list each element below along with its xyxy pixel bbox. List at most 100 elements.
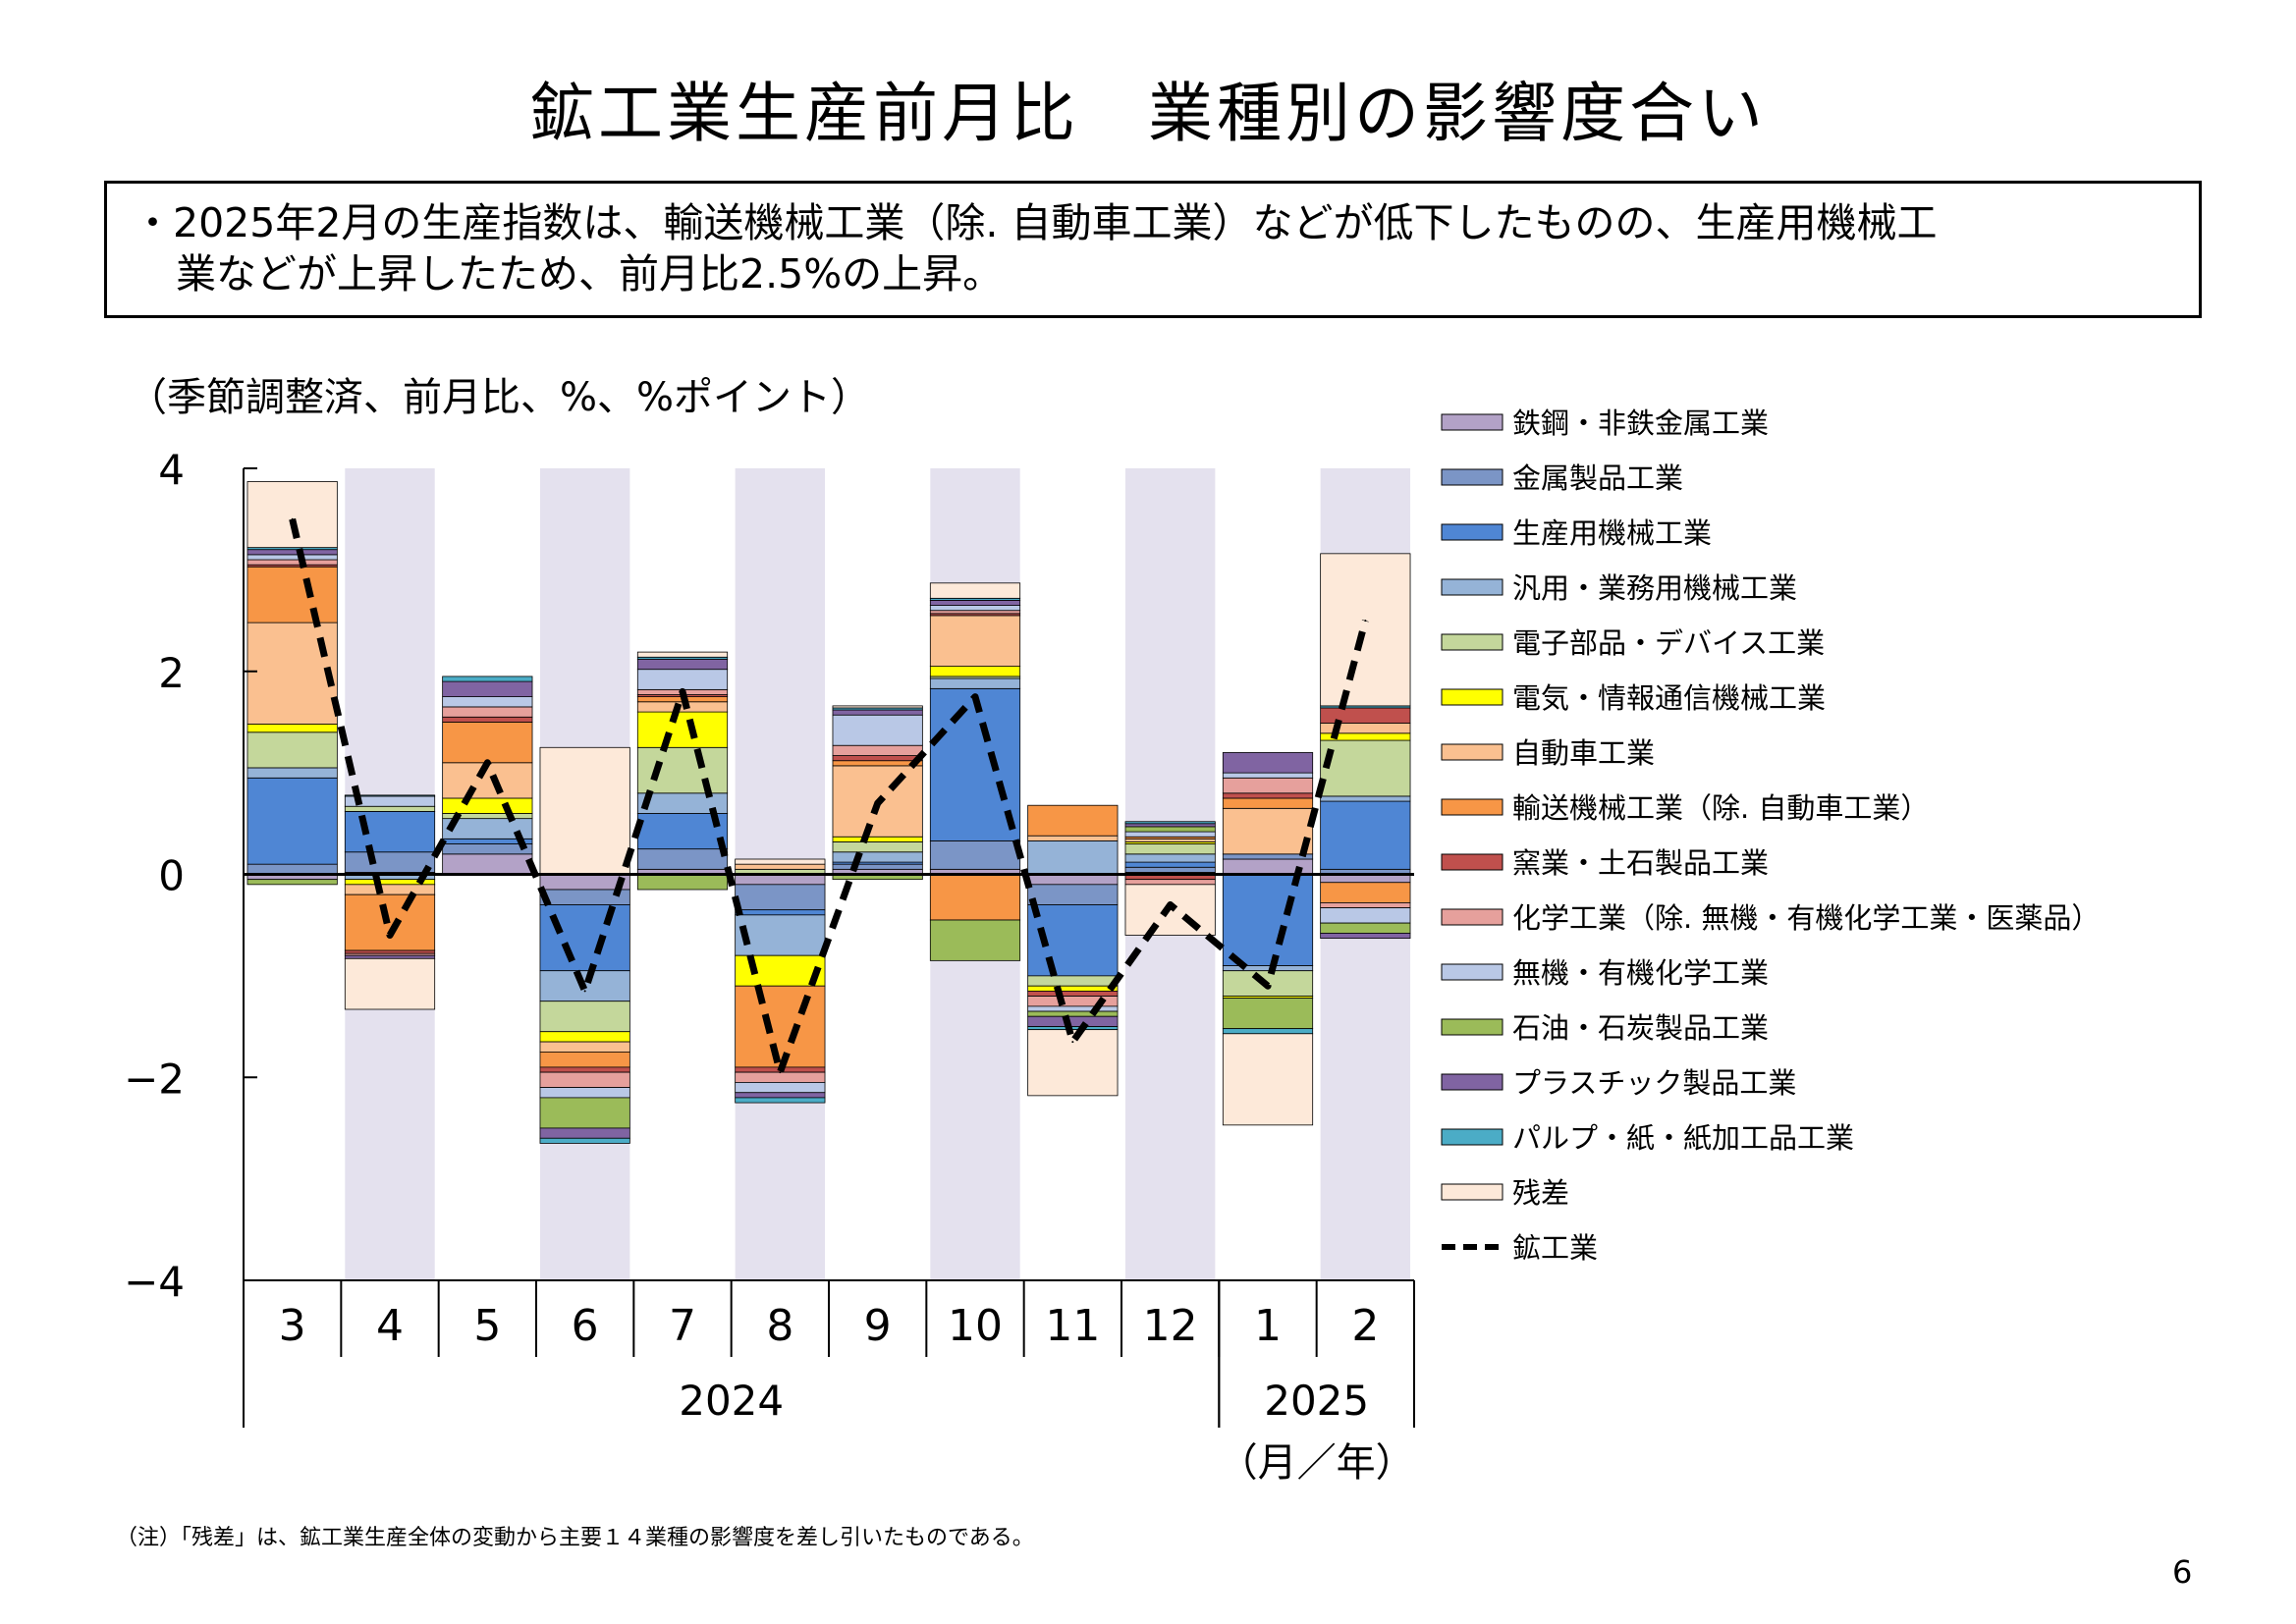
bar-segment-11-1 (1222, 998, 1314, 1030)
bar-segment-12-1 (1222, 752, 1314, 774)
legend-swatch-5 (1441, 688, 1503, 706)
bar-segment-1-7 (636, 848, 729, 870)
summary-line-1: ・2025年2月の生産指数は、輸送機械工業（除. 自動車工業）などが低下したもの… (133, 199, 1938, 246)
bar-segment-14-2 (1320, 553, 1411, 707)
legend-label-3: 汎用・業務用機械工業 (1512, 571, 1797, 605)
legend-swatch-11 (1441, 1018, 1503, 1036)
bar-segment-2-7 (636, 813, 729, 850)
legend-swatch-10 (1441, 963, 1503, 981)
bar-segment-5-11 (1027, 985, 1119, 992)
page-title: 鉱工業生産前月比 業種別の影響度合い (529, 76, 1767, 151)
legend-label-2: 生産用機械工業 (1512, 516, 1712, 550)
legend-swatch-2 (1441, 523, 1503, 541)
bar-segment-11-7 (636, 874, 729, 891)
legend-label-12: プラスチック製品工業 (1512, 1066, 1796, 1100)
legend-label-14: 残差 (1512, 1176, 1569, 1210)
bar-segment-10-1 (1222, 772, 1314, 779)
summary-line-2: 業などが上昇したため、前月比2.5%の上昇。 (176, 250, 1004, 298)
bar-segment-0-11 (1027, 874, 1119, 886)
bar-segment-5-3 (246, 724, 338, 733)
bar-segment-3-2 (1320, 795, 1411, 802)
bar-segment-13-12 (1124, 821, 1216, 825)
bar-segment-13-4 (344, 794, 436, 797)
x-tick-label-2: 2 (1351, 1301, 1379, 1351)
bar-segment-4-12 (1124, 843, 1216, 855)
bar-segment-13-1 (1222, 1028, 1314, 1035)
year-label-2024: 2024 (679, 1377, 784, 1425)
bar-segment-8-4 (344, 949, 436, 954)
bar-segment-14-1 (1222, 1033, 1314, 1126)
legend-swatch-14 (1441, 1183, 1503, 1201)
legend-swatch-4 (1441, 633, 1503, 651)
bar-segment-3-10 (929, 677, 1021, 689)
bar-segment-3-8 (735, 914, 826, 956)
bar-segment-10-9 (832, 714, 923, 746)
bar-segment-11-3 (246, 879, 338, 886)
x-tick-label-12: 12 (1143, 1301, 1198, 1351)
bar-segment-6-1 (1222, 807, 1314, 855)
bar-segment-11-12 (1124, 826, 1216, 833)
bar-segment-10-2 (1320, 907, 1411, 924)
bar-segment-1-12 (1124, 866, 1216, 873)
legend-swatch-6 (1441, 743, 1503, 761)
bar-segment-2-3 (246, 777, 338, 865)
bar-segment-10-5 (442, 696, 533, 708)
bar-segment-11-6 (539, 1097, 630, 1129)
bar-segment-9-12 (1124, 879, 1216, 886)
x-tick-label-1: 1 (1254, 1301, 1282, 1351)
bar-segment-5-7 (636, 711, 729, 748)
bar-segment-10-3 (246, 554, 338, 561)
bar-segment-3-1 (1222, 965, 1314, 972)
bar-segment-7-5 (442, 722, 533, 764)
bar-segment-12-6 (539, 1127, 630, 1139)
bar-segment-14-11 (1027, 1029, 1119, 1097)
x-tick-label-8: 8 (766, 1301, 793, 1351)
bar-segment-14-10 (929, 582, 1021, 599)
bar-segment-12-10 (929, 599, 1021, 606)
bar-segment-13-6 (539, 1137, 630, 1144)
legend-swatch-1 (1441, 468, 1503, 486)
bar-segment-6-10 (929, 615, 1021, 667)
y-tick-label: −2 (124, 1055, 185, 1103)
bar-segment-8-9 (832, 755, 923, 762)
bar-segment-12-12 (1124, 823, 1216, 828)
bar-segment-13-8 (735, 1097, 826, 1104)
bar-segment-2-1 (1222, 874, 1314, 966)
bar-segment-3-9 (832, 851, 923, 863)
bar-segment-9-6 (539, 1071, 630, 1088)
bar-segment-9-3 (246, 559, 338, 566)
total-line (289, 517, 1369, 1076)
bar-segment-12-2 (1320, 933, 1411, 940)
bar-segment-11-10 (929, 919, 1021, 961)
bar-segment-7-3 (246, 566, 338, 623)
y-tick-label: 0 (158, 852, 185, 900)
total-line-point-4 (389, 934, 391, 937)
bar-segment-5-6 (539, 1031, 630, 1043)
total-line-point-11 (1071, 1041, 1074, 1044)
summary-box: ・2025年2月の生産指数は、輸送機械工業（除. 自動車工業）などが低下したもの… (104, 181, 2202, 318)
legend-label-9: 化学工業（除. 無機・有機化学工業・医薬品） (1512, 901, 2100, 935)
legend-swatch-12 (1441, 1073, 1503, 1091)
x-tick-label-10: 10 (948, 1301, 1003, 1351)
bar-segment-12-3 (246, 549, 338, 556)
bar-segment-2-8 (735, 909, 826, 916)
x-tick-label-3: 3 (279, 1301, 306, 1351)
footnote: （注）「残差」は、鉱工業生産全体の変動から主要１４業種の影響度を差し引いたもので… (116, 1526, 1034, 1550)
x-tick-label-5: 5 (473, 1301, 501, 1351)
bar-segment-8-11 (1027, 990, 1119, 997)
bar-segment-10-12 (1124, 831, 1216, 838)
total-line-point-2 (1364, 620, 1367, 623)
bar-segment-0-8 (735, 874, 826, 886)
bar-segment-5-10 (929, 666, 1021, 677)
legend-label-13: パルプ・紙・紙加工品工業 (1512, 1121, 1854, 1155)
bar-segment-4-6 (539, 1001, 630, 1033)
x-tick-label-6: 6 (572, 1301, 599, 1351)
bar-segment-10-10 (929, 605, 1021, 612)
bar-segment-12-7 (636, 658, 729, 671)
bar-segment-1-3 (246, 863, 338, 875)
year-label-2025: 2025 (1264, 1377, 1369, 1425)
legend-label-8: 窯業・土石製品工業 (1512, 846, 1769, 880)
page-number: 6 (2172, 1553, 2193, 1591)
bar-segment-12-11 (1027, 1015, 1119, 1027)
